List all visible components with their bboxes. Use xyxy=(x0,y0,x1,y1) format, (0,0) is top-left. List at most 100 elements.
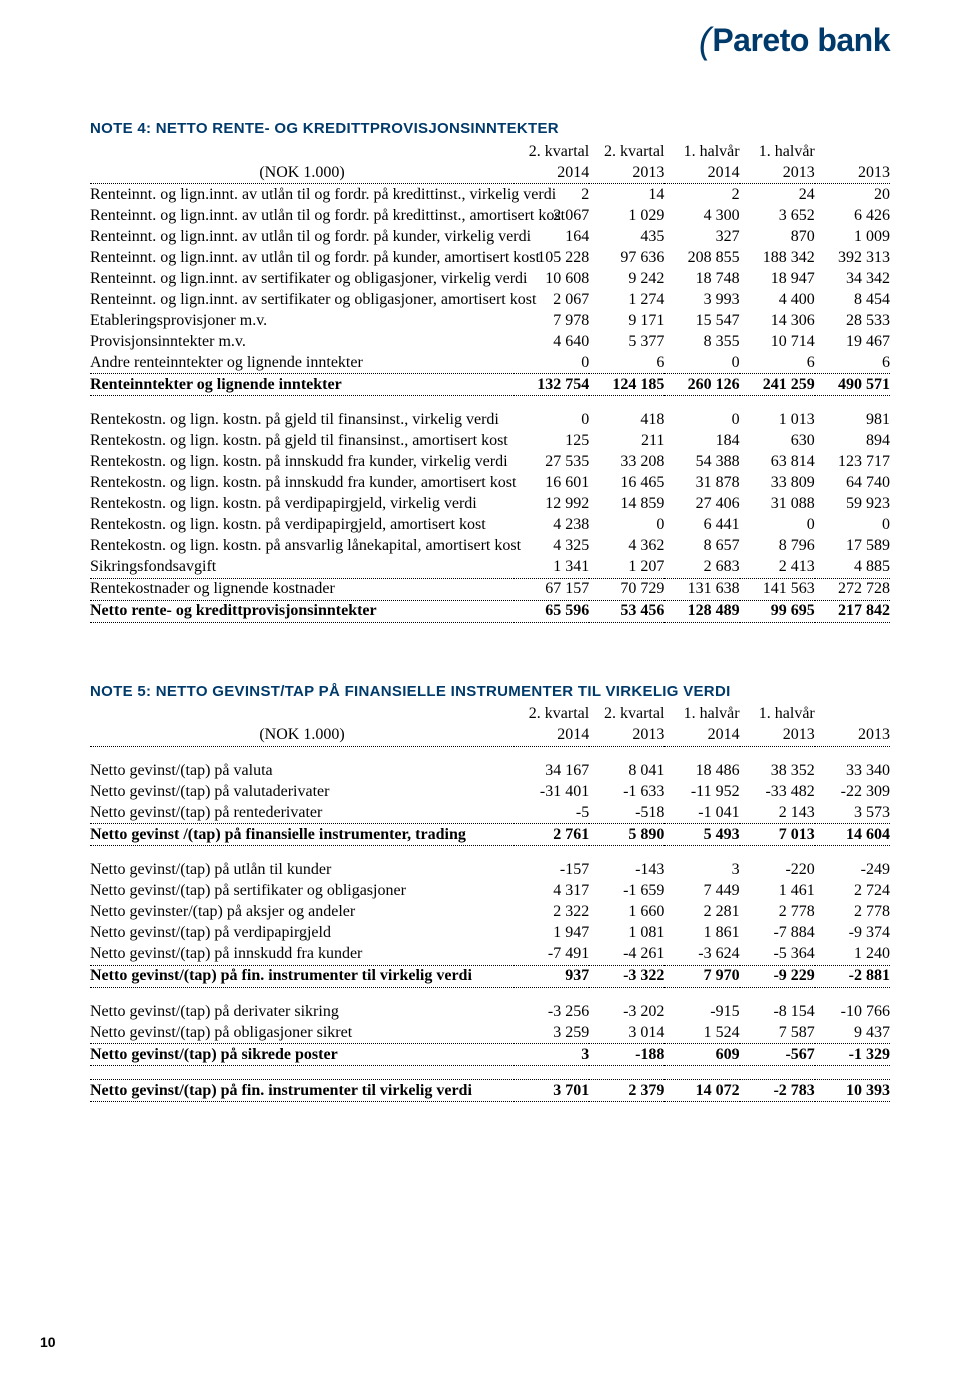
cell: Renteinntekter og lignende inntekter xyxy=(90,374,514,396)
cell: 2 143 xyxy=(740,802,815,824)
cell: -249 xyxy=(815,860,890,881)
cell: Renteinnt. og lign.innt. av utlån til og… xyxy=(90,247,514,268)
cell: 18 947 xyxy=(740,268,815,289)
logo-text: Pareto bank xyxy=(712,22,890,58)
cell: -3 322 xyxy=(589,965,664,987)
cell: 20 xyxy=(815,184,890,206)
total-row: Netto gevinst/(tap) på fin. instrumenter… xyxy=(90,1080,890,1102)
cell: 67 157 xyxy=(514,578,589,600)
cell: 131 638 xyxy=(664,578,739,600)
cell: 27 406 xyxy=(664,494,739,515)
cell: 981 xyxy=(815,410,890,431)
cell: -1 041 xyxy=(664,802,739,824)
table-row: Renteinnt. og lign.innt. av sertifikater… xyxy=(90,289,890,310)
cell: 10 714 xyxy=(740,331,815,352)
table-row: Provisjonsinntekter m.v.4 6405 3778 3551… xyxy=(90,331,890,352)
cell: 28 533 xyxy=(815,310,890,331)
cell: 3 701 xyxy=(514,1080,589,1102)
cell: 1 207 xyxy=(589,557,664,579)
cell: 1 660 xyxy=(589,902,664,923)
cell: Renteinnt. og lign.innt. av sertifikater… xyxy=(90,268,514,289)
cell: 2 724 xyxy=(815,881,890,902)
cell: 19 467 xyxy=(815,331,890,352)
cell: 260 126 xyxy=(664,374,739,396)
cell: -5 xyxy=(514,802,589,824)
cell: 3 xyxy=(664,860,739,881)
cell: 34 342 xyxy=(815,268,890,289)
cell: 14 604 xyxy=(815,824,890,846)
cell: -10 766 xyxy=(815,1001,890,1022)
cell: -2 881 xyxy=(815,965,890,987)
cell: 4 238 xyxy=(514,515,589,536)
cell: 27 535 xyxy=(514,452,589,473)
cell: 418 xyxy=(589,410,664,431)
cell: Netto gevinst/(tap) på valutaderivater xyxy=(90,781,514,802)
cell: Netto gevinst/(tap) på sertifikater og o… xyxy=(90,881,514,902)
header-cell: 2014 xyxy=(664,725,739,747)
cell: 937 xyxy=(514,965,589,987)
cell: Netto gevinst/(tap) på valuta xyxy=(90,760,514,781)
cell: Rentekostn. og lign. kostn. på ansvarlig… xyxy=(90,536,514,557)
header-cell: 2013 xyxy=(815,162,890,184)
cell: Netto gevinst/(tap) på derivater sikring xyxy=(90,1001,514,1022)
table-row: Renteinnt. og lign.innt. av sertifikater… xyxy=(90,268,890,289)
cell: 490 571 xyxy=(815,374,890,396)
cell: -1 329 xyxy=(815,1044,890,1066)
cell: -31 401 xyxy=(514,781,589,802)
cell: 3 xyxy=(514,1044,589,1066)
cell: -11 952 xyxy=(664,781,739,802)
cell: -2 783 xyxy=(740,1080,815,1102)
cell: 17 589 xyxy=(815,536,890,557)
cell: 241 259 xyxy=(740,374,815,396)
cell: 3 573 xyxy=(815,802,890,824)
logo-paren-icon: ( xyxy=(699,20,711,61)
note5-table: 2. kvartal 2. kvartal 1. halvår 1. halvå… xyxy=(90,704,890,1103)
table-row: Rentekostn. og lign. kostn. på ansvarlig… xyxy=(90,536,890,557)
header-cell: 2013 xyxy=(589,162,664,184)
header-cell xyxy=(90,141,514,162)
table-row: Etableringsprovisjoner m.v.7 9789 17115 … xyxy=(90,310,890,331)
cell: 9 242 xyxy=(589,268,664,289)
cell: 34 167 xyxy=(514,760,589,781)
header-cell xyxy=(90,704,514,725)
subtotal-row: Renteinntekter og lignende inntekter 132… xyxy=(90,374,890,396)
table-row: Netto gevinst/(tap) på utlån til kunder-… xyxy=(90,860,890,881)
cell: 8 041 xyxy=(589,760,664,781)
header-cell: 2013 xyxy=(589,725,664,747)
table-row: Renteinnt. og lign.innt. av utlån til og… xyxy=(90,247,890,268)
cell: 188 342 xyxy=(740,247,815,268)
cell: 18 486 xyxy=(664,760,739,781)
cell: 0 xyxy=(740,515,815,536)
cell: 4 325 xyxy=(514,536,589,557)
cell: -3 202 xyxy=(589,1001,664,1022)
cell: 7 013 xyxy=(740,824,815,846)
cell: 5 377 xyxy=(589,331,664,352)
cell: 2 778 xyxy=(815,902,890,923)
cell: 128 489 xyxy=(664,600,739,622)
header-cell: 1. halvår xyxy=(664,141,739,162)
cell: Netto gevinst/(tap) på sikrede poster xyxy=(90,1044,514,1066)
cell: -7 491 xyxy=(514,944,589,966)
cell: 141 563 xyxy=(740,578,815,600)
table-row: Netto gevinst/(tap) på derivater sikring… xyxy=(90,1001,890,1022)
cell: 0 xyxy=(514,352,589,374)
cell: 4 640 xyxy=(514,331,589,352)
table-row: Rentekostn. og lign. kostn. på verdipapi… xyxy=(90,515,890,536)
cell: 217 842 xyxy=(815,600,890,622)
table-row: Rentekostn. og lign. kostn. på gjeld til… xyxy=(90,410,890,431)
cell: 1 240 xyxy=(815,944,890,966)
cell: 33 208 xyxy=(589,452,664,473)
cell: Rentekostn. og lign. kostn. på gjeld til… xyxy=(90,410,514,431)
cell: 2 xyxy=(664,184,739,206)
cell: Netto rente- og kredittprovisjonsinntekt… xyxy=(90,600,514,622)
cell: Rentekostn. og lign. kostn. på verdipapi… xyxy=(90,494,514,515)
cell: 4 362 xyxy=(589,536,664,557)
subtotal-row: Netto gevinst /(tap) på finansielle inst… xyxy=(90,824,890,846)
cell: Rentekostn. og lign. kostn. på gjeld til… xyxy=(90,431,514,452)
table-row: Netto gevinster/(tap) på aksjer og andel… xyxy=(90,902,890,923)
cell: 33 809 xyxy=(740,473,815,494)
header-cell: 1. halvår xyxy=(740,704,815,725)
cell: 8 796 xyxy=(740,536,815,557)
cell: 3 014 xyxy=(589,1022,664,1044)
cell: -7 884 xyxy=(740,923,815,944)
